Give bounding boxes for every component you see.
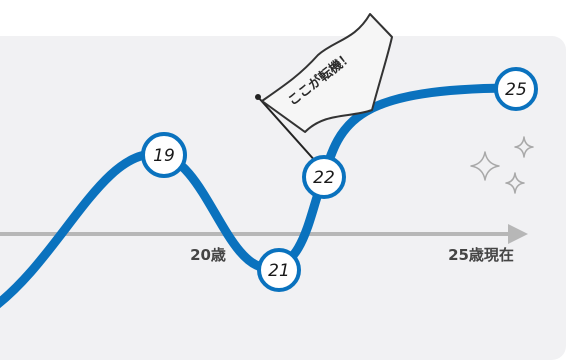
age-marker-label: 21 xyxy=(268,261,290,281)
flag-pole xyxy=(257,96,318,164)
age-marker-circle xyxy=(302,155,346,199)
axis-label-25-now: 25歳現在 xyxy=(448,246,514,264)
age-marker-circle xyxy=(494,67,538,111)
axis-label-20: 20歳 xyxy=(190,246,226,264)
flag-cloth xyxy=(261,13,393,133)
age-marker-25: 25 xyxy=(494,67,538,111)
age-marker-label: 22 xyxy=(313,168,335,188)
sparkle-small-icon xyxy=(505,172,525,194)
chart-panel xyxy=(0,36,566,360)
timeline-arrowhead xyxy=(508,224,528,244)
age-marker-19: 19 xyxy=(141,132,187,178)
sparkle-large-icon xyxy=(470,151,500,181)
age-marker-21: 21 xyxy=(257,248,301,292)
sparkle-small-icon xyxy=(514,136,534,158)
sparkles-icon xyxy=(470,136,534,194)
age-marker-label: 19 xyxy=(153,146,175,166)
age-marker-label: 25 xyxy=(505,80,527,100)
age-marker-22: 22 xyxy=(302,155,346,199)
flag-pole-tip xyxy=(255,94,261,100)
age-marker-circle xyxy=(257,248,301,292)
age-marker-circle xyxy=(141,132,187,178)
